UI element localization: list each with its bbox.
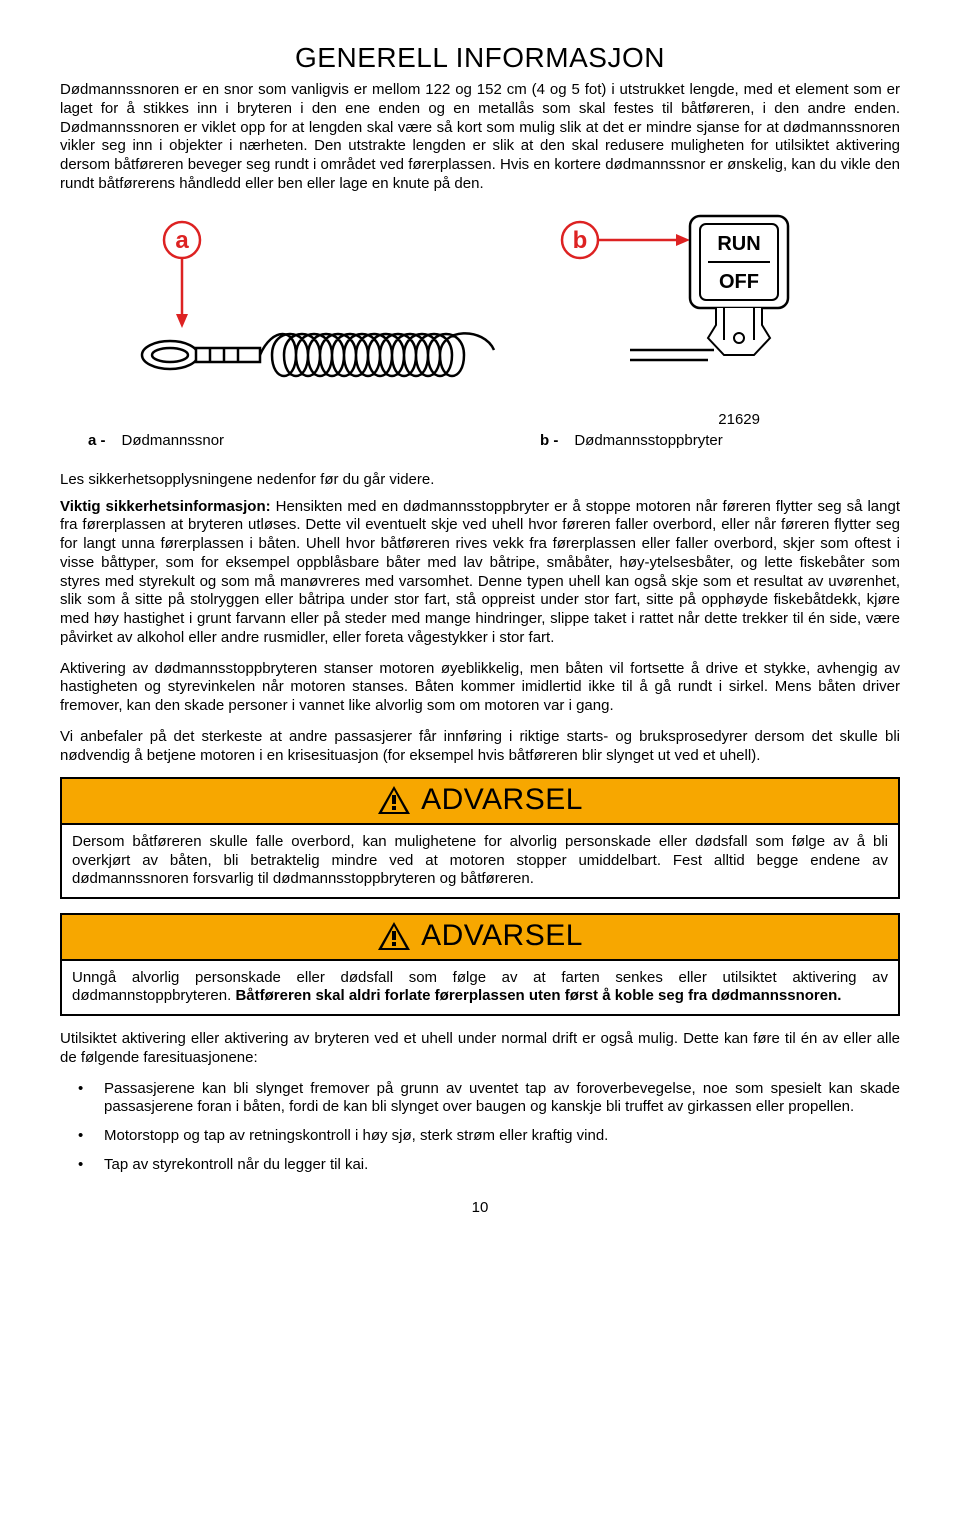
intro-paragraph: Dødmannssnoren er en snor som vanligvis … xyxy=(60,81,900,194)
activation-paragraph: Aktivering av dødmannsstoppbryteren stan… xyxy=(60,660,900,716)
svg-text:RUN: RUN xyxy=(717,233,760,255)
warning-triangle-icon xyxy=(377,785,411,815)
safety-paragraph: Viktig sikkerhetsinformasjon: Hensikten … xyxy=(60,498,900,648)
lanyard-diagram: a b RUN OFF xyxy=(60,210,900,406)
warning-triangle-icon xyxy=(377,921,411,951)
bullet-item: Motorstopp og tap av retningskontroll i … xyxy=(70,1127,900,1146)
svg-text:a: a xyxy=(175,227,189,254)
warning-label: ADVARSEL xyxy=(421,917,583,955)
unintended-paragraph: Utilsiktet aktivering eller aktivering a… xyxy=(60,1030,900,1068)
hazard-bullets: Passasjerene kan bli slynget fremover på… xyxy=(60,1080,900,1175)
legend-b-key: b - xyxy=(540,432,558,451)
recommend-paragraph: Vi anbefaler på det sterkeste at andre p… xyxy=(60,728,900,766)
read-notice: Les sikkerhetsopplysningene nedenfor før… xyxy=(60,471,900,490)
warning-box-1: ADVARSEL Dersom båtføreren skulle falle … xyxy=(60,777,900,899)
svg-text:b: b xyxy=(573,227,588,254)
svg-text:OFF: OFF xyxy=(719,271,759,293)
warning-box-2: ADVARSEL Unngå alvorlig personskade elle… xyxy=(60,913,900,1016)
figure-number: 21629 xyxy=(718,411,900,430)
warning-2-body: Unngå alvorlig personskade eller dødsfal… xyxy=(62,959,898,1015)
bullet-item: Passasjerene kan bli slynget fremover på… xyxy=(70,1080,900,1118)
diagram-legend: a - Dødmannssnor 21629 b - Dødmannsstopp… xyxy=(60,411,900,451)
warning-header: ADVARSEL xyxy=(62,779,898,823)
safety-text: Hensikten med en dødmannsstoppbryter er … xyxy=(60,498,900,646)
warning-header: ADVARSEL xyxy=(62,915,898,959)
legend-b-value: Dødmannsstoppbryter xyxy=(574,432,722,451)
legend-a-value: Dødmannssnor xyxy=(122,432,225,451)
safety-label: Viktig sikkerhetsinformasjon: xyxy=(60,498,271,515)
warning-2-text-b: Båtføreren skal aldri forlate førerplass… xyxy=(235,987,841,1004)
page-number: 10 xyxy=(60,1199,900,1218)
page-title: GENERELL INFORMASJON xyxy=(60,40,900,75)
warning-1-body: Dersom båtføreren skulle falle overbord,… xyxy=(62,823,898,897)
bullet-item: Tap av styrekontroll når du legger til k… xyxy=(70,1156,900,1175)
legend-a-key: a - xyxy=(88,432,106,451)
warning-label: ADVARSEL xyxy=(421,781,583,819)
